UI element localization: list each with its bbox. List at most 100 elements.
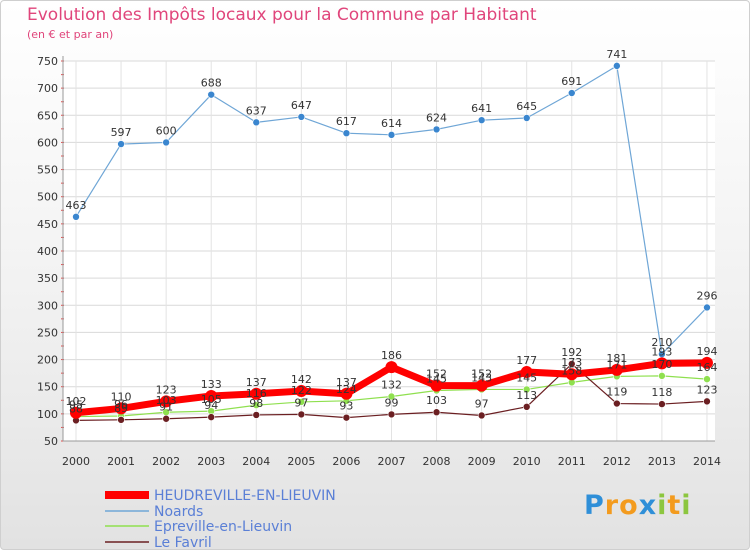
data-point	[297, 398, 306, 406]
x-tick-label: 2004	[242, 455, 270, 468]
data-label: 194	[696, 345, 717, 358]
data-label: 122	[291, 384, 312, 397]
data-point	[117, 416, 125, 424]
data-label: 91	[159, 401, 173, 414]
x-tick-label: 2000	[62, 455, 90, 468]
data-label: 145	[426, 373, 447, 386]
data-label: 97	[475, 397, 489, 410]
data-label: 617	[336, 115, 357, 128]
x-tick-label: 2002	[152, 455, 180, 468]
y-tick-label: 700	[37, 82, 58, 95]
data-point	[658, 372, 666, 380]
data-label: 192	[561, 346, 582, 359]
data-label: 637	[246, 104, 267, 117]
data-label: 123	[696, 383, 717, 396]
data-point	[342, 413, 351, 422]
y-tick-label: 750	[37, 55, 58, 68]
x-tick-label: 2009	[468, 455, 496, 468]
data-label: 463	[66, 199, 87, 212]
logo-letter: t	[667, 490, 682, 521]
data-point	[342, 129, 351, 137]
data-label: 99	[384, 396, 398, 409]
y-tick-label: 200	[37, 354, 58, 367]
data-point	[162, 414, 170, 423]
data-point	[385, 361, 398, 374]
data-point	[340, 387, 353, 400]
data-point	[387, 392, 396, 401]
data-point	[613, 399, 621, 408]
x-tick-label: 2008	[423, 455, 451, 468]
data-point	[567, 360, 576, 368]
data-point	[703, 303, 711, 312]
data-label: 152	[471, 368, 492, 381]
data-point	[475, 379, 488, 392]
data-label: 741	[606, 48, 627, 61]
y-tick-label: 50	[44, 435, 58, 448]
data-point	[297, 113, 306, 121]
data-label: 105	[201, 393, 222, 406]
y-tick-label: 550	[37, 164, 58, 177]
data-point	[610, 363, 623, 376]
data-label: 124	[336, 383, 357, 396]
data-label: 118	[651, 386, 672, 399]
data-point	[700, 356, 713, 369]
logo-letter: i	[657, 490, 668, 521]
y-tick-label: 250	[37, 326, 58, 339]
data-point	[387, 410, 396, 419]
legend-label: HEUDREVILLE-EN-LIEUVIN	[154, 488, 336, 504]
x-tick-label: 2006	[332, 455, 360, 468]
y-tick-label: 100	[37, 408, 58, 421]
data-label: 688	[201, 77, 222, 90]
data-point	[567, 89, 576, 97]
data-label: 113	[516, 389, 537, 402]
data-label: 96	[114, 398, 128, 411]
data-point	[658, 400, 666, 408]
x-tick-label: 2001	[107, 455, 135, 468]
logo-letter: P	[584, 490, 605, 521]
data-point	[70, 406, 82, 419]
data-label: 137	[246, 376, 267, 389]
data-point	[250, 387, 263, 400]
data-label: 296	[696, 289, 717, 302]
data-label: 597	[111, 126, 132, 139]
data-point	[162, 138, 170, 147]
data-point	[252, 118, 261, 127]
data-label: 97	[294, 396, 308, 409]
legend-label: Noards	[154, 504, 203, 520]
proxiti-logo: Proxiti	[584, 490, 692, 521]
data-point	[295, 385, 308, 398]
data-label: 89	[114, 402, 128, 415]
data-point	[117, 140, 125, 148]
data-label: 641	[471, 102, 492, 115]
data-label: 142	[291, 373, 312, 386]
data-point	[522, 402, 531, 411]
data-point	[205, 389, 218, 402]
data-point	[72, 213, 80, 221]
data-point	[655, 357, 668, 370]
data-label: 186	[381, 349, 402, 362]
data-label: 116	[246, 387, 267, 400]
data-point	[520, 366, 533, 379]
data-label: 177	[516, 354, 537, 367]
data-label: 691	[561, 75, 582, 88]
data-label: 173	[561, 356, 582, 369]
y-tick-label: 150	[37, 381, 58, 394]
data-point	[522, 114, 531, 122]
data-label: 152	[426, 368, 447, 381]
y-tick-label: 650	[37, 109, 58, 122]
data-label: 600	[156, 124, 177, 137]
data-point	[613, 62, 621, 70]
legend-label: Le Favril	[154, 535, 212, 550]
y-tick-label: 500	[37, 191, 58, 204]
data-label: 164	[696, 361, 717, 374]
logo-letter: i	[681, 490, 692, 521]
data-label: 181	[606, 352, 627, 365]
chart-subtitle: (en € et par an)	[27, 28, 114, 41]
y-tick-label: 350	[37, 272, 58, 285]
x-tick-label: 2005	[287, 455, 315, 468]
x-tick-label: 2013	[648, 455, 676, 468]
data-point	[432, 125, 441, 134]
x-tick-label: 2007	[377, 455, 405, 468]
